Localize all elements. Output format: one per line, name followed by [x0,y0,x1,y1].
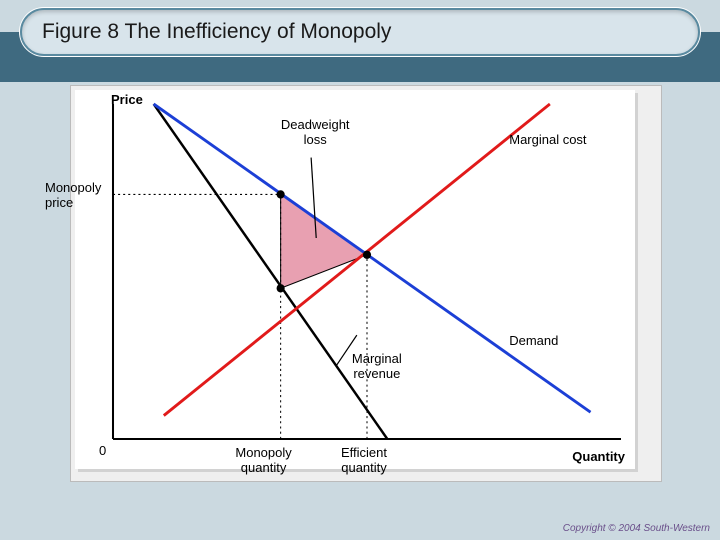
x-axis-label: Quantity [572,449,625,464]
deadweight-loss-label: Deadweightloss [281,117,350,147]
chart-outer: Price Marginal cost Demand Deadweightlos… [70,85,662,482]
marginal-revenue-label: Marginalrevenue [352,351,402,381]
title-pill: Figure 8 The Inefficiency of Monopoly [20,8,700,56]
slide-root: Figure 8 The Inefficiency of Monopoly [0,0,720,540]
y-axis-label: Price [111,92,143,107]
marginal-cost-label: Marginal cost [509,132,586,147]
chart-inner: Price Marginal cost Demand Deadweightlos… [75,90,635,469]
figure-title: Figure 8 The Inefficiency of Monopoly [42,20,391,44]
plot-area: Price Marginal cost Demand Deadweightlos… [113,104,621,439]
copyright-text: Copyright © 2004 South-Western [563,523,710,534]
demand-label: Demand [509,333,558,348]
origin-label: 0 [99,443,106,458]
plot-svg [113,104,621,439]
efficient-quantity-label: Efficientquantity [341,445,387,475]
monopoly-quantity-label: Monopolyquantity [235,445,291,475]
monopoly-price-label: Monopolyprice [45,180,101,210]
